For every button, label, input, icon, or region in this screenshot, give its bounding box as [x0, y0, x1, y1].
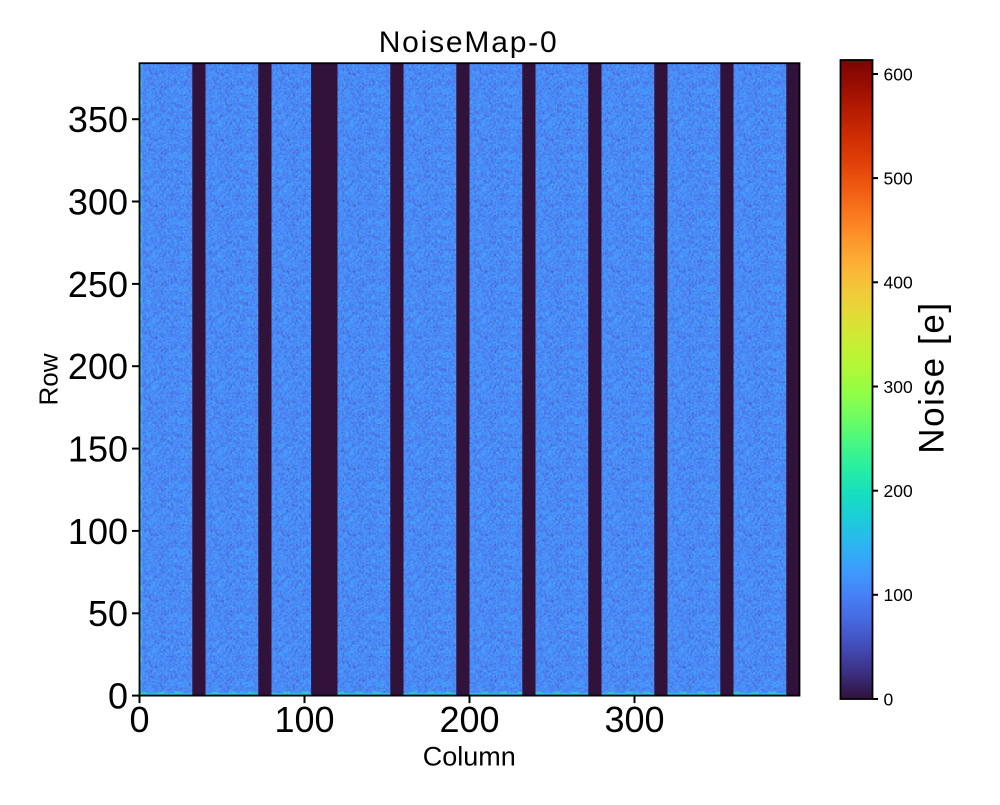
svg-text:300: 300 — [604, 699, 664, 740]
svg-text:100: 100 — [274, 699, 334, 740]
svg-text:200: 200 — [439, 699, 499, 740]
svg-text:0: 0 — [129, 699, 149, 740]
svg-text:0: 0 — [108, 676, 128, 717]
svg-text:100: 100 — [68, 511, 128, 552]
svg-text:200: 200 — [884, 481, 913, 501]
svg-text:300: 300 — [68, 181, 128, 222]
svg-text:NoiseMap-0: NoiseMap-0 — [379, 26, 559, 59]
svg-text:500: 500 — [884, 169, 913, 189]
svg-text:300: 300 — [884, 377, 913, 397]
svg-text:400: 400 — [884, 273, 913, 293]
svg-text:350: 350 — [68, 99, 128, 140]
svg-text:50: 50 — [88, 593, 128, 634]
svg-text:Column: Column — [423, 742, 516, 772]
svg-text:100: 100 — [884, 585, 913, 605]
svg-text:150: 150 — [68, 429, 128, 470]
svg-text:600: 600 — [884, 64, 913, 84]
svg-text:Row: Row — [34, 353, 64, 405]
svg-text:200: 200 — [68, 346, 128, 387]
svg-text:Noise [e]: Noise [e] — [913, 301, 952, 454]
svg-text:0: 0 — [884, 689, 894, 709]
svg-text:250: 250 — [68, 264, 128, 305]
